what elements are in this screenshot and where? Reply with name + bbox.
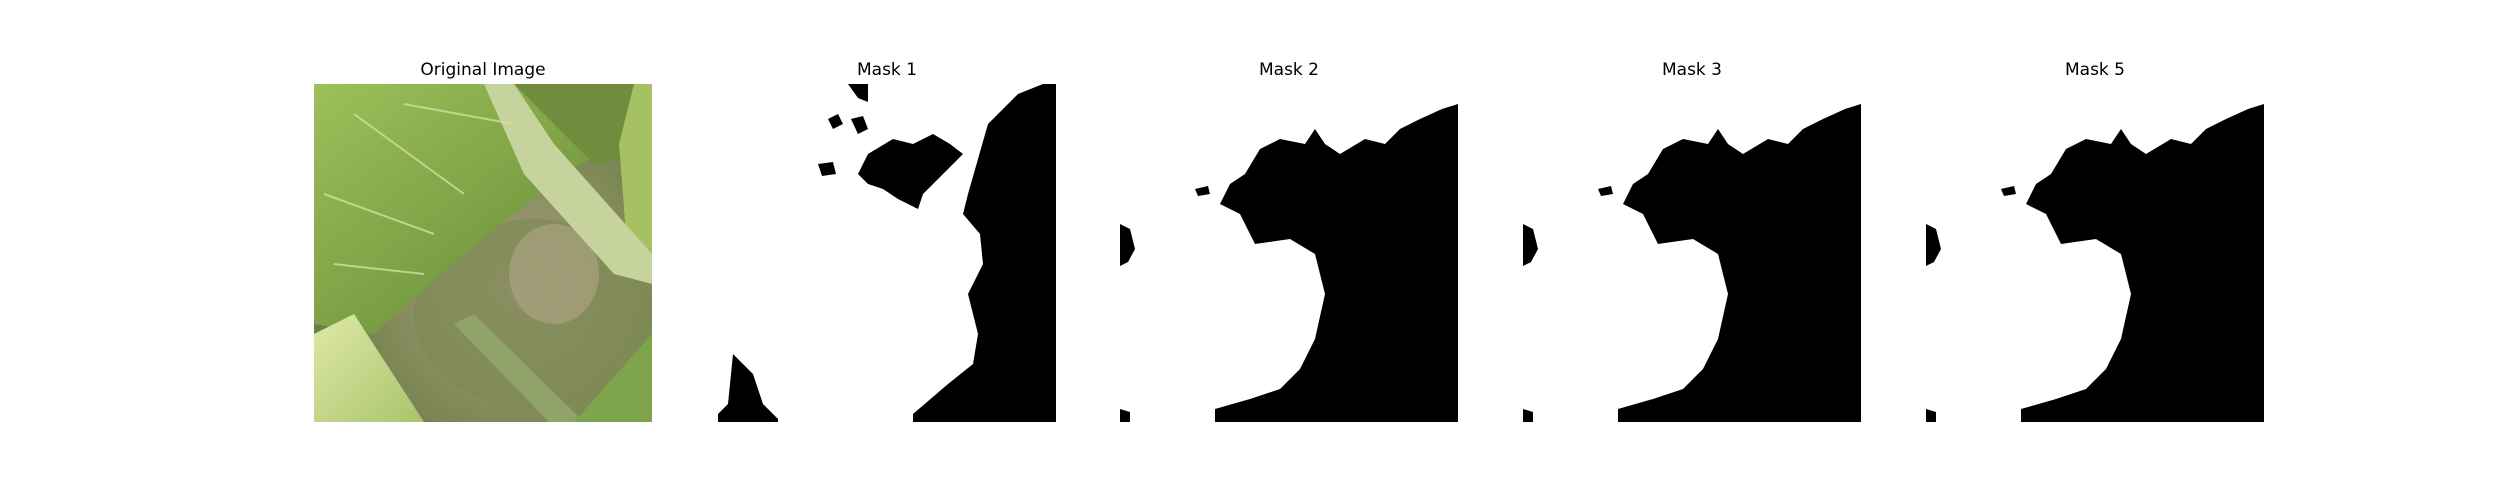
mask-5-panel: Mask 5 [1924, 58, 2266, 422]
original-image-panel: Original Image [312, 58, 654, 422]
mask-2-image [1120, 84, 1458, 422]
panel-title-mask-5: Mask 5 [2064, 60, 2125, 80]
panel-title-mask-1: Mask 1 [856, 60, 917, 80]
panel-title-original: Original Image [420, 60, 546, 80]
mask-5-image [1926, 84, 2264, 422]
panel-title-mask-2: Mask 2 [1258, 60, 1319, 80]
mask-3-panel: Mask 3 [1521, 58, 1863, 422]
mask-1-image [718, 84, 1056, 422]
original-leaf-photo [314, 84, 652, 422]
mask-3-image [1523, 84, 1861, 422]
panel-title-mask-3: Mask 3 [1661, 60, 1722, 80]
mask-1-panel: Mask 1 [716, 58, 1058, 422]
mask-2-panel: Mask 2 [1118, 58, 1460, 422]
